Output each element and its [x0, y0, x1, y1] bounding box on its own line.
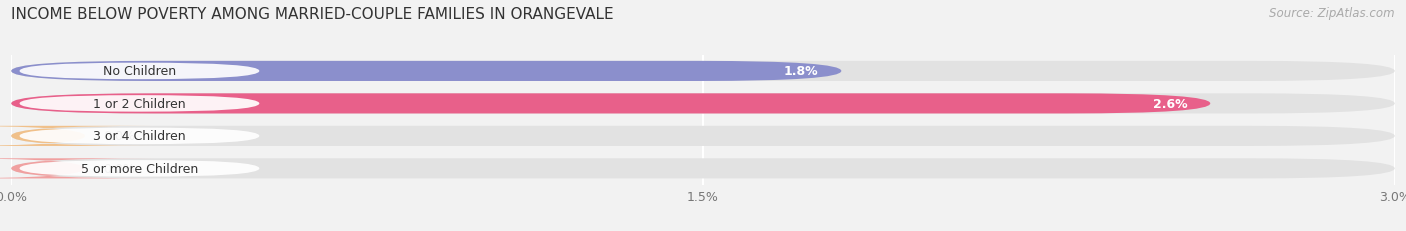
Text: 5 or more Children: 5 or more Children [80, 162, 198, 175]
FancyBboxPatch shape [20, 128, 259, 145]
Text: 2.6%: 2.6% [1153, 97, 1187, 110]
FancyBboxPatch shape [11, 126, 1395, 146]
FancyBboxPatch shape [0, 159, 155, 179]
Text: 1.8%: 1.8% [783, 65, 818, 78]
Text: 0.0%: 0.0% [104, 162, 135, 175]
Text: INCOME BELOW POVERTY AMONG MARRIED-COUPLE FAMILIES IN ORANGEVALE: INCOME BELOW POVERTY AMONG MARRIED-COUPL… [11, 7, 614, 22]
Text: Source: ZipAtlas.com: Source: ZipAtlas.com [1270, 7, 1395, 20]
Text: No Children: No Children [103, 65, 176, 78]
FancyBboxPatch shape [11, 62, 1395, 82]
FancyBboxPatch shape [11, 62, 841, 82]
FancyBboxPatch shape [0, 126, 155, 146]
Text: 1 or 2 Children: 1 or 2 Children [93, 97, 186, 110]
FancyBboxPatch shape [20, 96, 259, 112]
FancyBboxPatch shape [20, 160, 259, 177]
Text: 0.0%: 0.0% [104, 130, 135, 143]
FancyBboxPatch shape [11, 94, 1395, 114]
FancyBboxPatch shape [20, 63, 259, 80]
FancyBboxPatch shape [11, 159, 1395, 179]
Text: 3 or 4 Children: 3 or 4 Children [93, 130, 186, 143]
FancyBboxPatch shape [11, 94, 1211, 114]
